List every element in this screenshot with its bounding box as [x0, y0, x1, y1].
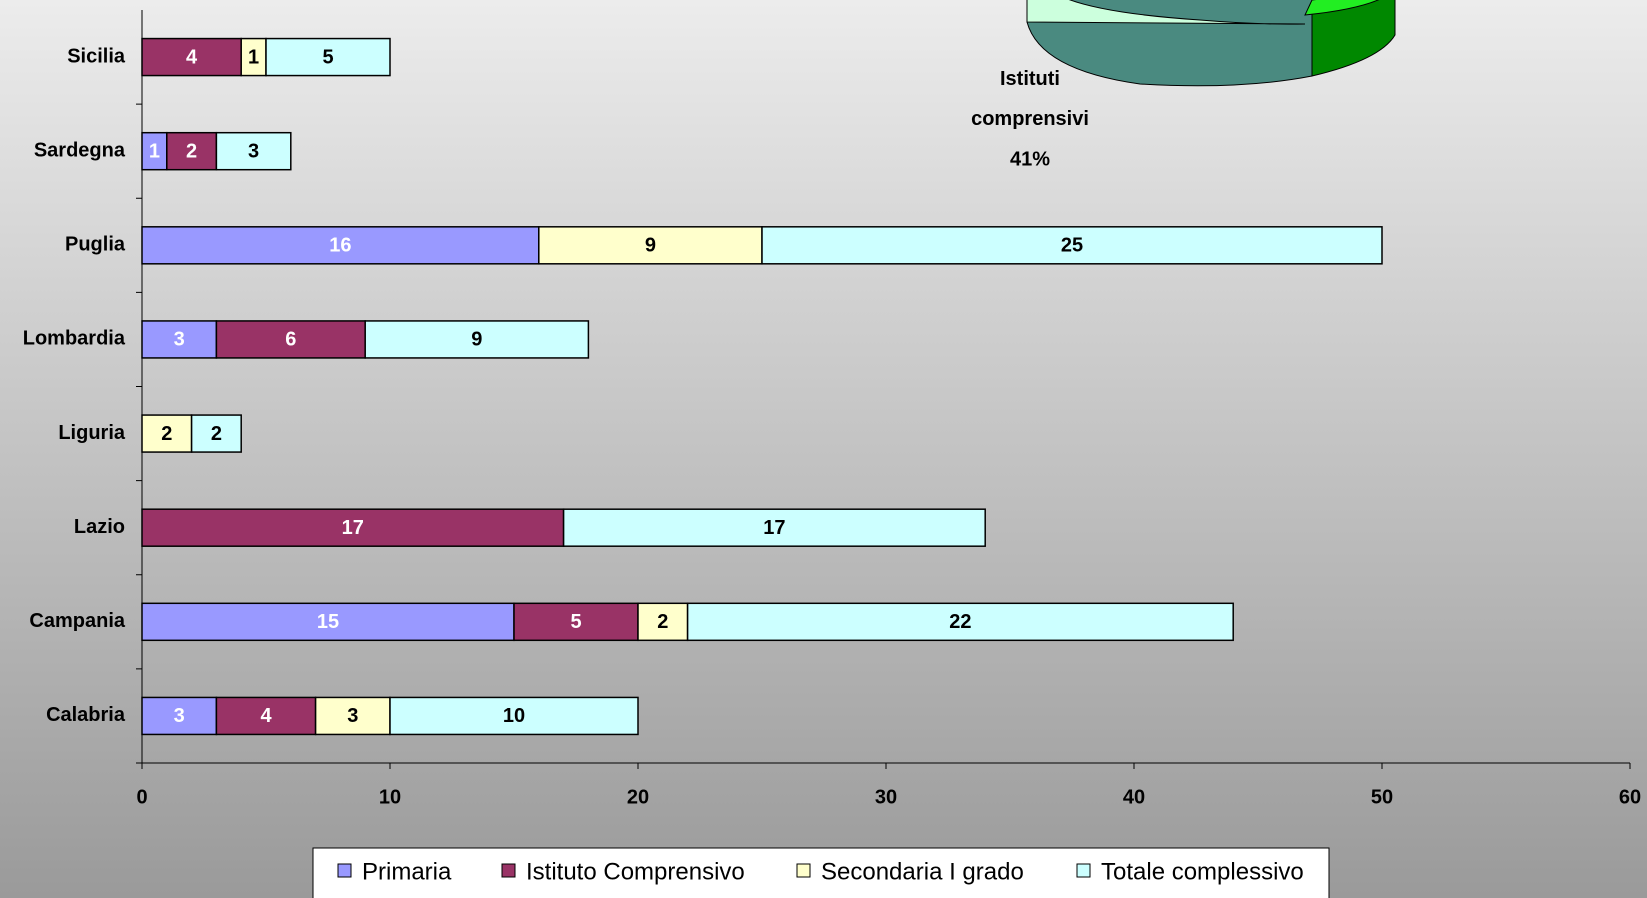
legend-swatch: [337, 863, 352, 878]
bar-segment: [141, 37, 242, 77]
legend: Primaria Istituto Comprensivo Secondaria I…: [312, 847, 1330, 898]
bar-segment: [141, 696, 218, 736]
value-label: 2: [211, 423, 222, 445]
bar-segment: [686, 602, 1234, 642]
value-label: 10: [503, 705, 525, 727]
pie-label: Istituti comprensivi: [971, 68, 1089, 130]
value-label: 2: [161, 423, 172, 445]
bar-segment: [637, 602, 689, 642]
bar-segment: [141, 602, 515, 642]
bar-segment: [364, 320, 590, 359]
bar-segment: [538, 226, 763, 265]
pie-slice-side: [1311, 0, 1396, 77]
value-label: 17: [763, 517, 785, 539]
bar-segment: [389, 696, 639, 736]
bar-segment: [215, 320, 366, 359]
value-label: 4: [260, 705, 272, 727]
value-label: 1: [248, 46, 259, 68]
y-tick-label: Liguria: [58, 422, 126, 444]
y-tick-label: Campania: [29, 610, 125, 632]
x-tick-label: 0: [136, 786, 147, 808]
y-tick-label: Puglia: [65, 234, 126, 256]
bar-segment: [240, 37, 267, 77]
legend-swatch: [501, 863, 516, 878]
value-label: 3: [174, 705, 185, 727]
pie-value-label: 41%: [1010, 148, 1050, 170]
value-label: 1: [149, 140, 160, 162]
y-tick-label: Sardegna: [34, 139, 126, 161]
value-label: 25: [1061, 235, 1083, 257]
legend-label: Secondaria I grado: [821, 858, 1024, 885]
value-label: 6: [285, 329, 296, 351]
legend-box: [312, 847, 1330, 898]
legend-label: Istituto Comprensivo: [526, 858, 745, 885]
x-tick-label: 40: [1123, 786, 1145, 808]
legend-label: Totale complessivo: [1101, 858, 1304, 885]
legend-swatch: [796, 863, 811, 878]
y-tick-label: Sicilia: [67, 45, 126, 67]
legend-swatch: [1076, 863, 1091, 878]
legend-label: Primaria: [362, 858, 452, 885]
value-label: 3: [248, 140, 259, 162]
value-label: 3: [174, 329, 185, 351]
value-label: 5: [322, 46, 333, 68]
x-tick-label: 10: [379, 786, 401, 808]
x-tick-label: 60: [1619, 786, 1641, 808]
bar-segment: [314, 696, 391, 736]
bar-segment: [215, 696, 317, 736]
bar-segment: [141, 226, 540, 265]
value-label: 3: [347, 705, 358, 727]
pie: Istituti comprensivi 41%: [971, 0, 1396, 170]
value-label: 16: [329, 235, 351, 257]
pie-slice-top: [1304, 0, 1380, 16]
value-label: 22: [949, 611, 971, 633]
value-label: 4: [186, 46, 198, 68]
bar-segment: [265, 37, 391, 77]
bar-segment: [141, 508, 565, 547]
pie-top: [1026, 0, 1306, 25]
value-label: 2: [186, 140, 197, 162]
x-tick-label: 20: [627, 786, 649, 808]
value-label: 5: [570, 611, 581, 633]
value-label: 15: [317, 611, 339, 633]
value-label: 9: [471, 329, 482, 351]
value-label: 17: [342, 517, 364, 539]
bar-segment: [141, 320, 218, 359]
bar-segment: [166, 131, 218, 171]
bar-segment: [215, 131, 292, 171]
x-tick-label: 30: [875, 786, 897, 808]
y-tick-label: Lazio: [74, 516, 125, 538]
bar-segment: [562, 508, 986, 547]
bar-segment: [141, 414, 193, 453]
value-label: 2: [657, 611, 668, 633]
value-label: 9: [645, 235, 656, 257]
x-tick-label: 50: [1371, 786, 1393, 808]
y-tick-label: Calabria: [46, 704, 126, 726]
y-tick-label: Lombardia: [23, 328, 126, 350]
bar-segment: [190, 414, 242, 453]
bar-segment: [761, 226, 1383, 265]
